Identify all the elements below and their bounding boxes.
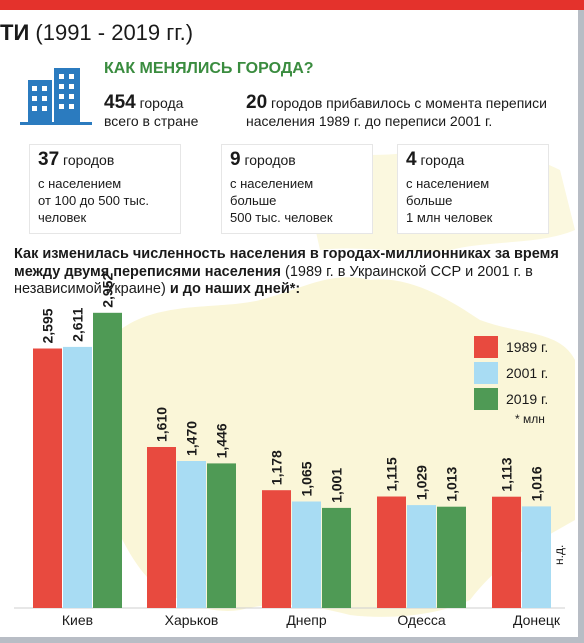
bar-1-2 — [207, 463, 236, 608]
bar-4-0 — [492, 496, 521, 608]
data-label-3-0: 1,115 — [384, 457, 400, 491]
legend-label-1989: 1989 г. — [506, 339, 549, 355]
chart-question: Как изменилась численность населения в г… — [14, 246, 574, 299]
unit-note: * млн — [515, 412, 545, 426]
section-subhead: КАК МЕНЯЛИСЬ ГОРОДА? — [104, 60, 314, 77]
bar-2-2 — [322, 507, 351, 608]
bar-3-1 — [407, 505, 436, 608]
legend-item-2019: 2019 г. — [474, 388, 548, 410]
box-number: 9 — [230, 149, 241, 170]
category-label-3: Одесса — [397, 612, 446, 628]
no-data-note: н.д. — [552, 544, 566, 565]
legend-swatch-1989 — [474, 336, 498, 358]
box-line: с населением — [406, 176, 490, 191]
bar-0-0 — [33, 348, 62, 608]
stat-total-desc: всего в стране — [104, 113, 199, 129]
data-label-0-0: 2,595 — [40, 308, 56, 343]
legend-item-1989: 1989 г. — [474, 336, 548, 358]
box-line: 1 млн человек — [406, 210, 493, 225]
bar-4-1 — [522, 506, 551, 608]
title-bold: ТИ — [0, 20, 30, 45]
question-normal: (1989 г. в Украинской ССР и 2001 г. в не… — [14, 263, 533, 298]
data-label-4-0: 1,113 — [499, 457, 515, 491]
frame-bottom — [0, 637, 584, 643]
data-label-4-1: 1,016 — [529, 466, 545, 501]
data-label-1-1: 1,470 — [184, 421, 200, 456]
category-label-2: Днепр — [286, 612, 327, 628]
box-number: 37 — [38, 149, 60, 170]
title-years: (1991 - 2019 гг.) — [35, 20, 194, 45]
page-title: ТИ (1991 - 2019 гг.) — [0, 20, 193, 46]
data-label-2-1: 1,065 — [299, 461, 315, 496]
data-label-1-0: 1,610 — [154, 407, 170, 442]
legend-swatch-2019 — [474, 388, 498, 410]
data-label-2-0: 1,178 — [269, 450, 285, 485]
bar-1-0 — [147, 447, 176, 608]
category-label-1: Харьков — [165, 612, 219, 628]
box-line: от 100 до 500 тыс. — [38, 193, 149, 208]
stat-box-small-cities: 37 городов с населением от 100 до 500 ты… — [30, 145, 180, 233]
question-bold-1: Как изменилась численность населения в г… — [14, 246, 559, 280]
question-bold-2: и до наших дней*: — [169, 281, 301, 297]
legend-item-2001: 2001 г. — [474, 362, 548, 384]
bar-3-0 — [377, 496, 406, 608]
buildings-icon — [20, 68, 92, 125]
legend-label-2001: 2001 г. — [506, 365, 549, 381]
bar-2-1 — [292, 501, 321, 608]
stat-added-number: 20 — [246, 92, 268, 113]
box-line: больше — [406, 193, 453, 208]
box-number: 4 — [406, 149, 417, 170]
box-unit: городов — [63, 152, 115, 168]
bar-1-1 — [177, 461, 206, 608]
legend-swatch-2001 — [474, 362, 498, 384]
top-accent-bar — [0, 0, 584, 10]
stat-total-cities: 454 города всего в стране — [104, 92, 199, 130]
frame-right — [578, 10, 584, 643]
box-line: больше — [230, 193, 277, 208]
stat-total-number: 454 — [104, 92, 136, 113]
legend-label-2019: 2019 г. — [506, 391, 549, 407]
data-label-2-2: 1,001 — [329, 468, 345, 503]
stat-added-desc: городов прибавилось с момента переписи н… — [246, 95, 547, 129]
stat-added-cities: 20 городов прибавилось с момента перепис… — [246, 92, 566, 130]
bar-0-1 — [63, 346, 92, 608]
box-unit: городов — [244, 152, 296, 168]
box-line: человек — [38, 210, 87, 225]
bar-3-2 — [437, 506, 466, 608]
stat-total-unit: города — [139, 95, 184, 111]
box-line: 500 тыс. человек — [230, 210, 333, 225]
data-label-0-1: 2,611 — [70, 307, 86, 341]
box-line: с населением — [38, 176, 122, 191]
box-unit: города — [420, 152, 465, 168]
data-label-3-2: 1,013 — [444, 466, 460, 501]
stat-box-large-cities: 9 городов с населением больше 500 тыс. ч… — [222, 145, 372, 233]
category-label-0: Киев — [62, 612, 93, 628]
category-label-4: Донецк — [513, 612, 561, 628]
stat-box-million-cities: 4 города с населением больше 1 млн челов… — [398, 145, 548, 233]
bar-0-2 — [93, 312, 122, 608]
data-label-1-2: 1,446 — [214, 423, 230, 458]
box-line: с населением — [230, 176, 314, 191]
bar-2-0 — [262, 490, 291, 608]
data-label-3-1: 1,029 — [414, 465, 430, 500]
data-label-0-2: 2,952 — [100, 273, 116, 308]
